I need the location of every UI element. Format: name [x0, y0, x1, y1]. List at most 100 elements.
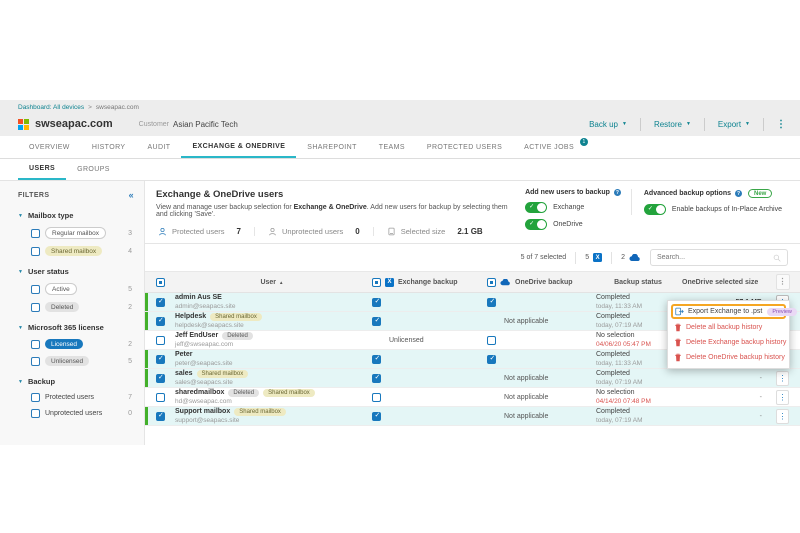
header-actions: Back up ▼ Restore ▼ Export ▼ ⋮ [576, 117, 790, 131]
more-options-icon[interactable]: ⋮ [776, 118, 786, 130]
exchange-backup-checkbox[interactable] [372, 411, 381, 421]
row-checkbox[interactable] [155, 392, 165, 402]
tab-audit[interactable]: AUDIT [147, 143, 171, 151]
row-menu-icon[interactable]: ⋮ [776, 389, 789, 405]
tab-bar: OVERVIEW HISTORY AUDIT EXCHANGE & ONEDRI… [0, 136, 800, 159]
chevron-down-icon[interactable]: ▼ [18, 268, 23, 275]
delete-onedrive-history-menu-item[interactable]: Delete OneDrive backup history [671, 350, 786, 365]
trash-icon [674, 323, 682, 332]
tab-active-jobs[interactable]: ACTIVE JOBS 1 [513, 136, 589, 158]
exchange-backup-checkbox[interactable] [372, 373, 381, 383]
selection-summary: 5 of 7 selected [520, 254, 567, 261]
new-badge: New [748, 189, 773, 198]
breadcrumb-separator: > [88, 103, 92, 111]
help-icon[interactable]: ? [735, 190, 742, 197]
tab-protected-users[interactable]: PROTECTED USERS [426, 143, 503, 151]
collapse-sidebar-icon[interactable]: « [128, 190, 134, 200]
filter-unprotected-users: Unprotected users 0 [31, 409, 134, 418]
checkbox[interactable] [31, 284, 40, 294]
chevron-down-icon[interactable]: ▼ [18, 324, 23, 331]
row-menu-icon[interactable]: ⋮ [776, 408, 789, 424]
delete-exchange-history-menu-item[interactable]: Delete Exchange backup history [671, 335, 786, 350]
export-button[interactable]: Export ▼ [717, 119, 750, 129]
user-icon [268, 227, 277, 236]
exchange-toggle[interactable] [525, 202, 548, 213]
delete-all-history-menu-item[interactable]: Delete all backup history [671, 320, 786, 335]
row-checkbox[interactable] [155, 354, 165, 364]
table-row[interactable]: Peter peter@seapacs.site Completedtoday,… [145, 350, 800, 369]
restore-button[interactable]: Restore ▼ [653, 119, 691, 129]
backup-button[interactable]: Back up ▼ [589, 119, 627, 129]
onedrive-backup-checkbox[interactable] [487, 354, 496, 364]
checkbox[interactable] [31, 246, 40, 256]
table-row[interactable]: sharedmailbox Deleted Shared mailbox hd@sw… [145, 388, 800, 407]
chevron-down-icon[interactable]: ▼ [18, 378, 23, 385]
exchange-column-checkbox[interactable] [372, 277, 381, 287]
onedrive-backup-checkbox[interactable] [487, 335, 496, 345]
storage-icon [387, 227, 396, 236]
tab-teams[interactable]: TEAMS [378, 143, 405, 151]
checkbox[interactable] [31, 393, 40, 402]
title-bar: swseapac.com Customer Asian Pacific Tech… [0, 112, 800, 136]
checkbox[interactable] [31, 356, 40, 366]
checkbox[interactable] [31, 409, 40, 418]
add-users-panel: Add new users to backup? Exchange OneDri… [513, 189, 631, 230]
row-checkbox[interactable] [155, 297, 165, 307]
microsoft-logo-icon [18, 118, 29, 130]
tab-exchange-onedrive[interactable]: EXCHANGE & ONEDRIVE [181, 136, 297, 158]
stat-protected-users: Protected users 7 [156, 227, 255, 236]
export-icon [675, 307, 684, 316]
column-user[interactable]: User ▲ [260, 278, 284, 286]
breadcrumb-link[interactable]: Dashboard: All devices [18, 103, 85, 111]
exchange-backup-checkbox[interactable] [372, 297, 381, 307]
onedrive-toggle[interactable] [525, 219, 548, 230]
chevron-down-icon[interactable]: ▼ [18, 212, 23, 219]
checkbox[interactable] [31, 339, 40, 349]
tab-sharepoint[interactable]: SHAREPOINT [307, 143, 357, 151]
select-all-checkbox[interactable] [155, 277, 165, 287]
tab-users[interactable]: USERS [18, 159, 67, 180]
filter-group-backup: ▼ Backup Protected users 7 Unprotected us… [18, 377, 134, 418]
column-onedrive-size[interactable]: OneDrive selected size [682, 278, 759, 286]
onedrive-column-checkbox[interactable] [487, 277, 496, 287]
row-checkbox[interactable] [155, 316, 165, 326]
filter-active: Active 5 [31, 283, 134, 295]
row-menu-icon[interactable]: ⋮ [776, 370, 789, 386]
in-place-archive-toggle[interactable] [643, 204, 666, 215]
tab-overview[interactable]: OVERVIEW [29, 143, 70, 151]
exchange-icon: X [593, 253, 603, 262]
checkbox[interactable] [31, 228, 40, 238]
column-settings-icon[interactable]: ⋮ [775, 274, 790, 290]
row-checkbox[interactable] [155, 411, 165, 421]
shared-mailbox-badge: Shared mailbox [210, 312, 262, 321]
column-backup-status[interactable]: Backup status [614, 278, 662, 286]
shared-mailbox-badge: Shared mailbox [196, 369, 249, 378]
search-input[interactable] [657, 254, 767, 261]
tab-history[interactable]: HISTORY [91, 143, 126, 151]
search-icon [773, 254, 781, 262]
app-window: Dashboard: All devices > swseapac.com sw… [0, 100, 800, 445]
export-exchange-pst-menu-item[interactable]: Export Exchange to .pst Preview [671, 304, 797, 319]
column-onedrive-backup[interactable]: OneDrive backup [484, 277, 596, 287]
table-row[interactable]: Jeff EndUser Deleted jeff@swseapac.com Un… [145, 331, 800, 350]
column-exchange-backup[interactable]: X Exchange backup [369, 277, 484, 287]
deleted-badge: Deleted [228, 388, 260, 397]
filter-licensed: Licensed 2 [31, 339, 134, 349]
onedrive-backup-checkbox[interactable] [487, 297, 496, 307]
table-controls: 5 of 7 selected 5 X 2 [145, 244, 800, 271]
row-checkbox[interactable] [155, 335, 165, 345]
exchange-backup-checkbox[interactable] [372, 316, 381, 326]
page-title: Exchange & OneDrive users [156, 189, 284, 200]
help-icon[interactable]: ? [613, 189, 621, 196]
checkbox[interactable] [31, 302, 40, 312]
exchange-backup-checkbox[interactable] [372, 354, 381, 364]
site-title: swseapac.com [35, 118, 113, 130]
tab-groups[interactable]: GROUPS [77, 166, 110, 173]
exchange-backup-checkbox[interactable] [372, 392, 381, 402]
row-checkbox[interactable] [155, 373, 165, 383]
breadcrumb: Dashboard: All devices > swseapac.com [0, 100, 800, 112]
